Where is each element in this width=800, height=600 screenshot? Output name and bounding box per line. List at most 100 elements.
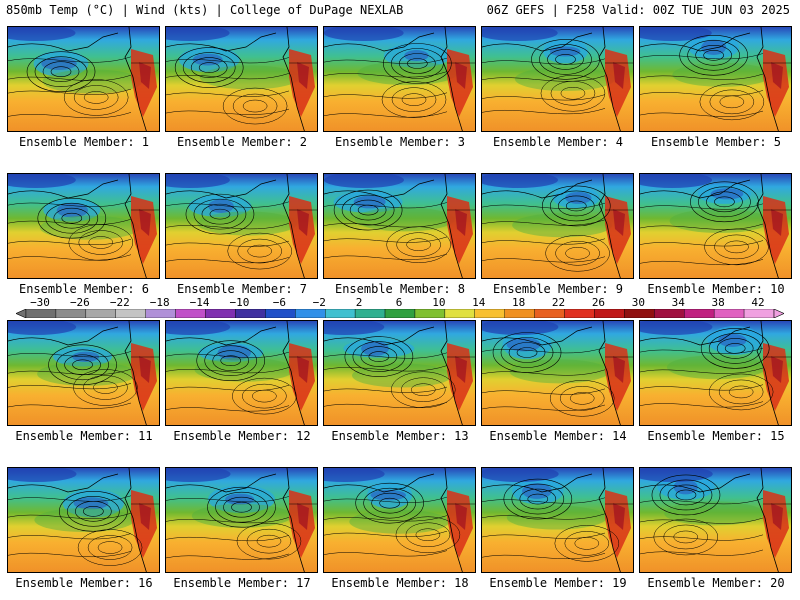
temperature-map bbox=[8, 174, 159, 278]
ensemble-map-panel bbox=[7, 320, 160, 426]
ensemble-member-label: Ensemble Member: 14 bbox=[489, 429, 627, 443]
temperature-map bbox=[640, 27, 791, 131]
ensemble-map-panel bbox=[165, 320, 318, 426]
colorbar-tick-label: 26 bbox=[591, 296, 606, 309]
colorbar-segment bbox=[564, 309, 595, 318]
ensemble-member-label: Ensemble Member: 16 bbox=[15, 576, 153, 590]
colorbar-tick-label: −26 bbox=[69, 296, 90, 309]
ensemble-member-label: Ensemble Member: 6 bbox=[18, 282, 150, 296]
ensemble-member-label: Ensemble Member: 7 bbox=[176, 282, 308, 296]
ensemble-map-panel bbox=[7, 26, 160, 132]
colorbar-segment bbox=[85, 309, 116, 318]
colorbar-tick-label: 18 bbox=[512, 296, 526, 309]
temperature-map bbox=[640, 468, 791, 572]
ensemble-member-label: Ensemble Member: 1 bbox=[18, 135, 150, 149]
colorbar-segment bbox=[594, 309, 625, 318]
ensemble-member-label: Ensemble Member: 17 bbox=[173, 576, 311, 590]
ensemble-map-panel bbox=[323, 173, 476, 279]
ensemble-map-panel bbox=[7, 467, 160, 573]
colorbar-tick-label: 6 bbox=[395, 296, 403, 309]
colorbar-segment bbox=[713, 309, 745, 318]
temperature-map bbox=[166, 27, 317, 131]
ensemble-map-panel bbox=[481, 320, 634, 426]
temperature-map bbox=[482, 468, 633, 572]
colorbar-tick-label: −18 bbox=[149, 296, 170, 309]
colorbar-segment bbox=[115, 309, 146, 318]
ensemble-map-panel bbox=[481, 467, 634, 573]
ensemble-member-label: Ensemble Member: 8 bbox=[334, 282, 466, 296]
ensemble-map-panel bbox=[165, 467, 318, 573]
colorbar-segment bbox=[55, 309, 87, 318]
colorbar-segment bbox=[534, 309, 565, 318]
colorbar-segment bbox=[414, 309, 446, 318]
ensemble-member-label: Ensemble Member: 19 bbox=[489, 576, 627, 590]
temperature-map bbox=[166, 174, 317, 278]
colorbar-segment bbox=[175, 309, 206, 318]
ensemble-member-label: Ensemble Member: 15 bbox=[647, 429, 785, 443]
colorbar-segment bbox=[354, 309, 386, 318]
colorbar-tick-label: 22 bbox=[551, 296, 566, 309]
colorbar-tick-label: −30 bbox=[30, 296, 50, 309]
ensemble-map-panel bbox=[323, 467, 476, 573]
ensemble-member-label: Ensemble Member: 3 bbox=[334, 135, 466, 149]
colorbar-segment bbox=[684, 309, 715, 318]
temperature-map bbox=[640, 174, 791, 278]
temperature-map bbox=[482, 321, 633, 425]
ensemble-map-panel bbox=[165, 173, 318, 279]
map-title: 850mb Temp (°C) | Wind (kts) | College o… bbox=[6, 3, 404, 17]
ensemble-map-panel bbox=[639, 467, 792, 573]
temperature-map bbox=[482, 27, 633, 131]
colorbar-segment bbox=[325, 309, 356, 318]
ensemble-member-label: Ensemble Member: 2 bbox=[176, 135, 308, 149]
colorbar-segment bbox=[474, 309, 505, 318]
ensemble-member-label: Ensemble Member: 13 bbox=[331, 429, 469, 443]
colorbar-segment bbox=[235, 309, 266, 318]
ensemble-member-label: Ensemble Member: 4 bbox=[492, 135, 624, 149]
ensemble-map-panel bbox=[323, 320, 476, 426]
colorbar-tick-label: 34 bbox=[671, 296, 685, 309]
colorbar-segment bbox=[25, 309, 57, 318]
temperature-map bbox=[166, 321, 317, 425]
ensemble-map-panel bbox=[639, 26, 792, 132]
temperature-colorbar bbox=[16, 309, 784, 318]
colorbar-tick-label: −2 bbox=[312, 296, 326, 309]
ensemble-map-panel bbox=[323, 26, 476, 132]
colorbar-tick-label: 38 bbox=[711, 296, 725, 309]
ensemble-member-label: Ensemble Member: 9 bbox=[492, 282, 624, 296]
ensemble-map-panel bbox=[639, 320, 792, 426]
ensemble-map-panel bbox=[481, 26, 634, 132]
colorbar-segment bbox=[205, 309, 236, 318]
temperature-map bbox=[166, 468, 317, 572]
colorbar-segment bbox=[145, 309, 176, 318]
ensemble-map-panel bbox=[7, 173, 160, 279]
colorbar-segment bbox=[265, 309, 296, 318]
temperature-map bbox=[324, 174, 475, 278]
run-valid-time: 06Z GEFS | F258 Valid: 00Z TUE JUN 03 20… bbox=[486, 3, 790, 17]
colorbar-segment bbox=[295, 309, 326, 318]
temperature-map bbox=[324, 27, 475, 131]
ensemble-member-label: Ensemble Member: 18 bbox=[331, 576, 469, 590]
temperature-map bbox=[482, 174, 633, 278]
colorbar-tick-label: 14 bbox=[472, 296, 486, 309]
colorbar-segment bbox=[624, 309, 655, 318]
colorbar-tick-label: −6 bbox=[272, 296, 286, 309]
colorbar-segment bbox=[504, 309, 535, 318]
temperature-map bbox=[8, 27, 159, 131]
ensemble-member-label: Ensemble Member: 11 bbox=[15, 429, 153, 443]
colorbar-segment bbox=[444, 309, 476, 318]
colorbar-tick-label: 10 bbox=[432, 296, 446, 309]
ensemble-member-label: Ensemble Member: 20 bbox=[647, 576, 785, 590]
ensemble-member-label: Ensemble Member: 5 bbox=[650, 135, 782, 149]
colorbar-tick-label: 42 bbox=[751, 296, 765, 309]
colorbar-segment bbox=[654, 309, 685, 318]
ensemble-map-panel bbox=[481, 173, 634, 279]
colorbar-tick-label: −10 bbox=[229, 296, 250, 309]
temperature-map bbox=[8, 321, 159, 425]
colorbar-tick-label: −14 bbox=[189, 296, 210, 309]
ensemble-member-label: Ensemble Member: 12 bbox=[173, 429, 311, 443]
colorbar-tick-label: 30 bbox=[631, 296, 645, 309]
temperature-map bbox=[8, 468, 159, 572]
ensemble-map-panel bbox=[165, 26, 318, 132]
colorbar-segment bbox=[743, 309, 775, 318]
temperature-map bbox=[324, 468, 475, 572]
